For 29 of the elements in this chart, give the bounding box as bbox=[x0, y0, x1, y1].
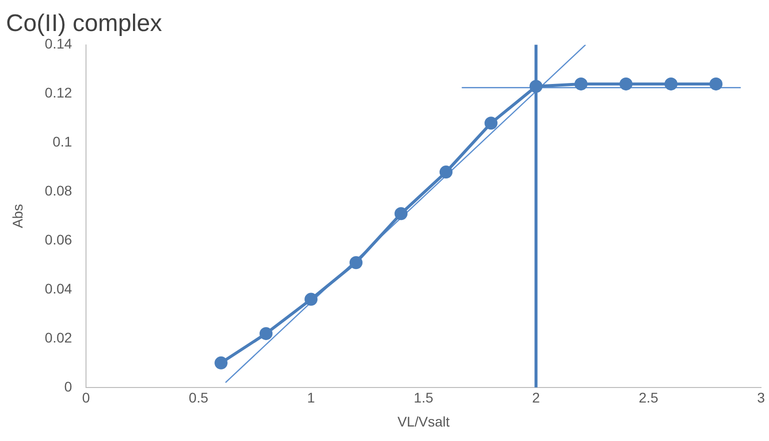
point bbox=[710, 77, 723, 90]
y-tick-label: 0.08 bbox=[44, 182, 72, 198]
y-tick-label: 0.1 bbox=[52, 134, 72, 150]
chart-title: Co(II) complex bbox=[6, 10, 162, 38]
point bbox=[350, 256, 363, 270]
y-tick-label: 0.12 bbox=[44, 84, 72, 101]
point bbox=[260, 327, 273, 340]
point bbox=[440, 166, 453, 179]
y-tick-label: 0.06 bbox=[44, 231, 72, 248]
y-tick-label: 0.14 bbox=[44, 36, 72, 52]
point bbox=[620, 77, 633, 90]
y-axis-title: Abs bbox=[9, 204, 26, 228]
x-tick-label: 1.5 bbox=[414, 390, 434, 406]
y-tick-label: 0.04 bbox=[44, 280, 72, 296]
x-tick-label: 1 bbox=[307, 390, 316, 406]
x-tick-label: 2 bbox=[532, 390, 540, 406]
y-tick-label: 0 bbox=[64, 378, 72, 394]
point bbox=[484, 116, 498, 130]
point bbox=[574, 77, 588, 90]
point bbox=[394, 207, 408, 220]
x-tick-label: 2.5 bbox=[638, 390, 658, 406]
point bbox=[214, 356, 228, 370]
x-tick-label: 0.5 bbox=[188, 390, 208, 406]
x-axis-title: VL/Vsalt bbox=[397, 413, 450, 430]
point bbox=[664, 77, 678, 90]
x-tick-label: 3 bbox=[757, 390, 766, 406]
x-tick-label: 0 bbox=[82, 390, 90, 406]
y-tick-label: 0.02 bbox=[44, 329, 72, 346]
point bbox=[304, 292, 318, 306]
